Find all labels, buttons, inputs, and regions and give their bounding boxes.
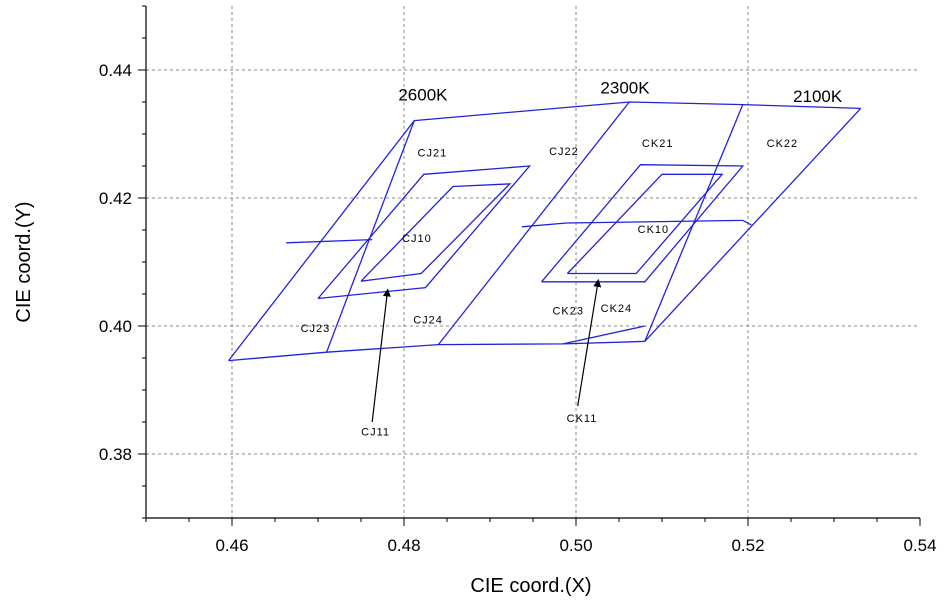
bin-boundary-line: [562, 325, 645, 345]
bin-label: CK22: [767, 138, 799, 150]
bin-boundary-line: [521, 222, 567, 228]
bin-boundary-line: [286, 238, 373, 244]
x-tick-label: 0.52: [731, 536, 764, 555]
cct-label: 2300K: [600, 79, 650, 98]
bin-label: CJ10: [402, 233, 432, 245]
bin-boundary-line: [360, 183, 512, 282]
bin-boundary-line: [541, 164, 745, 283]
bin-boundary-line: [566, 219, 743, 224]
bin-label: CJ22: [549, 146, 579, 158]
y-tick-label: 0.38: [99, 445, 132, 464]
bin-boundary-line: [437, 101, 630, 346]
x-tick-label: 0.46: [215, 536, 248, 555]
annotations: 2600K 2300K 2100K CJ21 CJ22 CK21 CK22 CJ10 CK10 C…: [301, 79, 843, 439]
y-tick-label: 0.42: [99, 189, 132, 208]
axes: 0.46 0.48 0.50 0.52 0.54 0.38 0.40 0.42 0.44: [99, 5, 937, 555]
x-tick-label: 0.54: [903, 536, 936, 555]
plot-area: [228, 101, 862, 423]
bin-label: CJ23: [301, 323, 331, 335]
x-tick-label: 0.48: [387, 536, 420, 555]
x-tick-label: 0.50: [559, 536, 592, 555]
annotation-arrow: [577, 278, 602, 407]
y-tick-label: 0.44: [99, 61, 132, 80]
bin-label: CK11: [567, 413, 598, 425]
annotation-arrow: [371, 288, 391, 423]
bin-label: CJ24: [413, 314, 443, 326]
bin-label: CJ11: [361, 426, 390, 438]
bin-label: CK10: [638, 224, 670, 236]
grid-lines: [146, 6, 920, 518]
bin-label: CK23: [552, 305, 584, 317]
bin-label: CJ21: [418, 147, 448, 159]
bin-boundary-line: [644, 107, 862, 342]
bin-boundary-line: [228, 340, 645, 362]
bin-label: CK21: [642, 138, 674, 150]
bin-boundary-line: [566, 173, 724, 275]
bin-label: CK24: [601, 303, 633, 315]
cct-label: 2100K: [793, 87, 843, 106]
y-tick-label: 0.40: [99, 317, 132, 336]
y-axis-title: CIE coord.(Y): [13, 201, 35, 322]
bin-boundary-line: [742, 219, 752, 226]
cct-label: 2600K: [398, 86, 448, 105]
x-axis-title: CIE coord.(X): [470, 575, 591, 597]
